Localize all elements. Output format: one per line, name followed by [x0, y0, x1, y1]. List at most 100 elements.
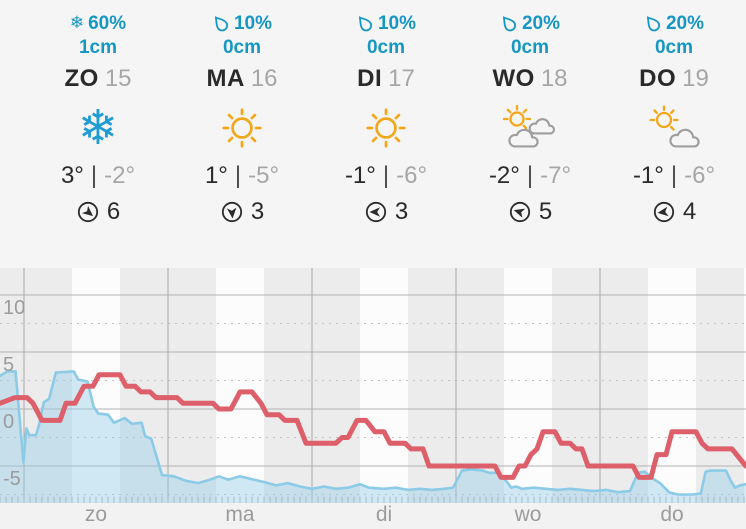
temp-separator: | [234, 162, 242, 189]
temp-high: 3° [60, 162, 84, 189]
sun-icon [222, 108, 262, 148]
wind-row: 5 [508, 198, 552, 226]
weather-icon-wrap [500, 97, 560, 159]
temps-row: 1° | -5° [205, 162, 279, 190]
wind-row: 4 [652, 198, 696, 226]
precip-amount: 0cm [510, 37, 550, 58]
precip-chance: 20% [521, 13, 561, 34]
temp-low: -6° [684, 162, 716, 189]
day-header: DO 19 [639, 65, 709, 93]
day-label: MA [206, 65, 245, 92]
precip-chance: 10% [233, 13, 273, 34]
precip-amount: 0cm [366, 37, 406, 58]
precip-amount: 1cm [78, 37, 118, 58]
snowflake-icon: ❄ [69, 13, 85, 33]
temp-separator: | [526, 162, 534, 189]
weather-icon-wrap [363, 97, 409, 159]
precip-amount: 0cm [654, 37, 694, 58]
day-number: 17 [388, 65, 415, 92]
weather-icon-wrap: ❄ [78, 97, 118, 159]
x-axis-label-ma: ma [225, 503, 255, 526]
day-header: WO 18 [492, 65, 567, 93]
precip-row: 20% [644, 12, 704, 35]
wind-row: 6 [76, 198, 120, 226]
wind-direction-icon [365, 201, 386, 223]
precip-row: ❄ 60% [70, 12, 126, 35]
wind-force: 4 [682, 198, 697, 225]
svg-text:0: 0 [3, 411, 14, 433]
svg-text:5: 5 [3, 354, 14, 376]
temperature-chart-plot: 10 5 0 -5 [0, 268, 746, 503]
temperature-chart: 10 5 0 -5 [0, 268, 746, 503]
x-axis-label-di: di [375, 503, 393, 526]
temp-high: -1° [344, 162, 376, 189]
weather-icon-wrap [645, 97, 703, 159]
temps-row: -1° | -6° [633, 162, 715, 190]
temp-high: -2° [488, 162, 520, 189]
temp-separator: | [382, 162, 390, 189]
raindrop-icon [214, 15, 229, 31]
day-number: 15 [104, 65, 132, 92]
day-label: DI [357, 65, 383, 92]
wind-arrow [81, 205, 93, 217]
precip-row: 20% [500, 12, 560, 35]
day-number: 19 [682, 65, 709, 92]
sun-icon [366, 108, 406, 148]
temp-separator: | [90, 162, 98, 189]
day-header: ZO 15 [64, 65, 131, 93]
day-label: ZO [64, 65, 99, 92]
day-label: WO [492, 65, 535, 92]
temp-high: -1° [632, 162, 664, 189]
wind-direction-icon [509, 201, 530, 223]
wind-row: 3 [220, 198, 264, 226]
temp-high: 1° [204, 162, 228, 189]
wind-arrow [657, 206, 669, 217]
wind-arrow [513, 208, 526, 218]
temp-low: -6° [396, 162, 428, 189]
temp-low: -5° [248, 162, 280, 189]
sun-clouds-icon [502, 104, 555, 148]
precip-row: 10% [212, 12, 272, 35]
day-header: DI 17 [357, 65, 415, 93]
wind-force: 5 [538, 198, 553, 225]
snow-icon: ❄ [77, 100, 119, 156]
day-column-zo[interactable]: ❄ 60% 1cm ZO 15 ❄ 3° | -2° 6 [26, 0, 170, 268]
day-column-di[interactable]: 10% 0cm DI 17 -1° [314, 0, 458, 268]
chart-x-axis-labels: zo ma di wo do [0, 503, 746, 529]
precip-row: 10% [356, 12, 416, 35]
wind-direction-icon [653, 201, 674, 223]
x-axis-label-zo: zo [84, 503, 108, 526]
wind-force: 3 [250, 198, 265, 225]
temp-low: -2° [104, 162, 136, 189]
temps-row: 3° | -2° [61, 162, 135, 190]
precip-chance: 20% [665, 13, 705, 34]
weather-icon-wrap [219, 97, 265, 159]
precip-chance: 10% [377, 13, 417, 34]
wind-force: 6 [106, 198, 121, 225]
precip-amount: 0cm [222, 37, 262, 58]
sun-cloud-icon [649, 105, 700, 148]
raindrop-icon [358, 15, 373, 31]
svg-text:10: 10 [3, 297, 25, 319]
wind-arrow [369, 207, 380, 217]
wind-force: 3 [394, 198, 409, 225]
wind-arrow [226, 207, 237, 219]
svg-text:-5: -5 [3, 468, 21, 490]
x-axis-label-do: do [660, 503, 684, 526]
temp-separator: | [670, 162, 678, 189]
forecast-row: ❄ 60% 1cm ZO 15 ❄ 3° | -2° 6 [26, 0, 746, 268]
wind-direction-icon [221, 201, 242, 223]
raindrop-icon [646, 15, 661, 31]
day-column-do[interactable]: 20% 0cm DO 19 [602, 0, 746, 268]
x-axis-label-wo: wo [514, 503, 542, 526]
day-column-wo[interactable]: 20% 0cm WO 18 [458, 0, 602, 268]
day-header: MA 16 [206, 65, 277, 93]
day-column-ma[interactable]: 10% 0cm MA 16 1° [170, 0, 314, 268]
temps-row: -1° | -6° [345, 162, 427, 190]
day-number: 16 [250, 65, 278, 92]
day-number: 18 [540, 65, 568, 92]
raindrop-icon [502, 15, 517, 31]
temps-row: -2° | -7° [489, 162, 571, 190]
day-label: DO [639, 65, 677, 92]
